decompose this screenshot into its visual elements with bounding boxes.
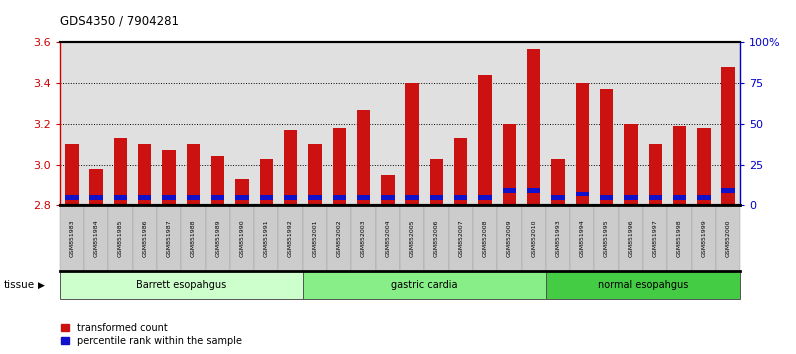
Text: ▶: ▶ bbox=[38, 280, 45, 290]
Text: GSM851993: GSM851993 bbox=[556, 219, 560, 257]
Bar bbox=[162, 195, 176, 200]
Bar bbox=[65, 144, 79, 205]
Bar bbox=[673, 126, 686, 205]
Text: GDS4350 / 7904281: GDS4350 / 7904281 bbox=[60, 14, 178, 27]
Text: tissue: tissue bbox=[4, 280, 35, 290]
Legend: transformed count, percentile rank within the sample: transformed count, percentile rank withi… bbox=[60, 323, 242, 346]
Bar bbox=[211, 195, 224, 200]
Bar bbox=[114, 138, 127, 205]
Bar bbox=[673, 195, 686, 200]
Text: GSM851987: GSM851987 bbox=[166, 219, 172, 257]
Text: Barrett esopahgus: Barrett esopahgus bbox=[136, 280, 226, 290]
Bar bbox=[576, 83, 589, 205]
Bar bbox=[162, 150, 176, 205]
Bar bbox=[624, 124, 638, 205]
Bar bbox=[527, 188, 540, 193]
Bar bbox=[187, 195, 200, 200]
Bar bbox=[503, 188, 516, 193]
Text: GSM851997: GSM851997 bbox=[653, 219, 657, 257]
Text: GSM851990: GSM851990 bbox=[240, 219, 244, 257]
Bar bbox=[187, 144, 200, 205]
Bar bbox=[527, 48, 540, 205]
Text: GSM851998: GSM851998 bbox=[677, 219, 682, 257]
Bar bbox=[478, 195, 492, 200]
Text: GSM852002: GSM852002 bbox=[337, 219, 341, 257]
Text: GSM851984: GSM851984 bbox=[94, 219, 99, 257]
Text: GSM851985: GSM851985 bbox=[118, 219, 123, 257]
Bar bbox=[236, 195, 248, 200]
Bar bbox=[259, 195, 273, 200]
Text: GSM851996: GSM851996 bbox=[628, 219, 634, 257]
Bar bbox=[236, 179, 248, 205]
Bar bbox=[381, 195, 395, 200]
Bar bbox=[624, 195, 638, 200]
Bar bbox=[89, 169, 103, 205]
Text: GSM852000: GSM852000 bbox=[726, 219, 731, 257]
Bar bbox=[600, 195, 613, 200]
Bar bbox=[284, 130, 297, 205]
Bar bbox=[405, 83, 419, 205]
Bar bbox=[600, 89, 613, 205]
Text: GSM852006: GSM852006 bbox=[434, 219, 439, 257]
Bar bbox=[405, 195, 419, 200]
Text: GSM852001: GSM852001 bbox=[312, 219, 318, 257]
Text: GSM851986: GSM851986 bbox=[142, 219, 147, 257]
Text: GSM851988: GSM851988 bbox=[191, 219, 196, 257]
Bar bbox=[430, 195, 443, 200]
Bar bbox=[65, 195, 79, 200]
Text: GSM852005: GSM852005 bbox=[410, 219, 415, 257]
Text: GSM852004: GSM852004 bbox=[385, 219, 390, 257]
Bar bbox=[357, 110, 370, 205]
Bar bbox=[552, 195, 564, 200]
Bar bbox=[576, 192, 589, 196]
Bar bbox=[454, 195, 467, 200]
Bar bbox=[503, 124, 516, 205]
Bar bbox=[649, 144, 662, 205]
Text: GSM852003: GSM852003 bbox=[361, 219, 366, 257]
Text: GSM851995: GSM851995 bbox=[604, 219, 609, 257]
Text: GSM852009: GSM852009 bbox=[507, 219, 512, 257]
Bar bbox=[649, 195, 662, 200]
Text: normal esopahgus: normal esopahgus bbox=[598, 280, 689, 290]
Bar bbox=[381, 175, 395, 205]
Text: GSM851999: GSM851999 bbox=[701, 219, 706, 257]
Bar bbox=[138, 195, 151, 200]
Bar bbox=[333, 195, 346, 200]
Text: GSM851992: GSM851992 bbox=[288, 219, 293, 257]
Bar bbox=[211, 156, 224, 205]
Bar bbox=[357, 195, 370, 200]
Bar bbox=[114, 195, 127, 200]
Bar bbox=[430, 159, 443, 205]
Bar bbox=[308, 195, 322, 200]
Text: GSM852010: GSM852010 bbox=[531, 219, 537, 257]
Text: gastric cardia: gastric cardia bbox=[391, 280, 458, 290]
Bar bbox=[721, 188, 735, 193]
Bar bbox=[284, 195, 297, 200]
Bar bbox=[721, 67, 735, 205]
Text: GSM852007: GSM852007 bbox=[458, 219, 463, 257]
Text: GSM851994: GSM851994 bbox=[579, 219, 585, 257]
Bar bbox=[697, 195, 711, 200]
Text: GSM851991: GSM851991 bbox=[263, 219, 269, 257]
Bar bbox=[454, 138, 467, 205]
Bar bbox=[552, 159, 564, 205]
Text: GSM851983: GSM851983 bbox=[69, 219, 74, 257]
Bar bbox=[308, 144, 322, 205]
Bar bbox=[478, 75, 492, 205]
Text: GSM851989: GSM851989 bbox=[215, 219, 220, 257]
Bar bbox=[333, 128, 346, 205]
Bar bbox=[89, 195, 103, 200]
Bar bbox=[259, 159, 273, 205]
Bar bbox=[138, 144, 151, 205]
Text: GSM852008: GSM852008 bbox=[482, 219, 488, 257]
Bar bbox=[697, 128, 711, 205]
